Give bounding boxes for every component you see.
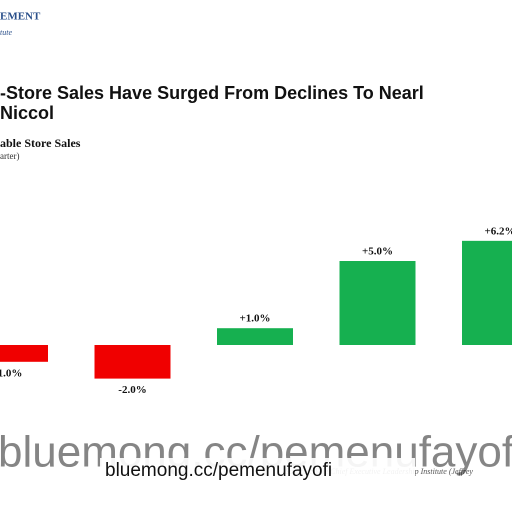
watermark-box	[100, 458, 415, 484]
chart-title: Niccol	[0, 103, 54, 123]
bar	[217, 328, 293, 345]
chart-title: -Store Sales Have Surged From Declines T…	[0, 83, 424, 103]
value-label: 1.0%	[0, 367, 22, 379]
subtitle-note: arter)	[0, 151, 19, 161]
logo: EMENT	[0, 11, 41, 23]
bar	[339, 261, 416, 345]
bar	[462, 240, 512, 345]
value-label: +5.0%	[362, 246, 393, 258]
bar	[94, 345, 171, 379]
watermark-small: bluemong.cc/pemenufayofi	[105, 460, 332, 481]
bar	[0, 345, 48, 362]
value-label: +1.0%	[239, 313, 270, 325]
value-label: -2.0%	[118, 384, 146, 396]
logo-sub: tute	[0, 28, 12, 37]
value-label: +6.2%	[484, 225, 512, 237]
subtitle: able Store Sales	[0, 136, 81, 150]
